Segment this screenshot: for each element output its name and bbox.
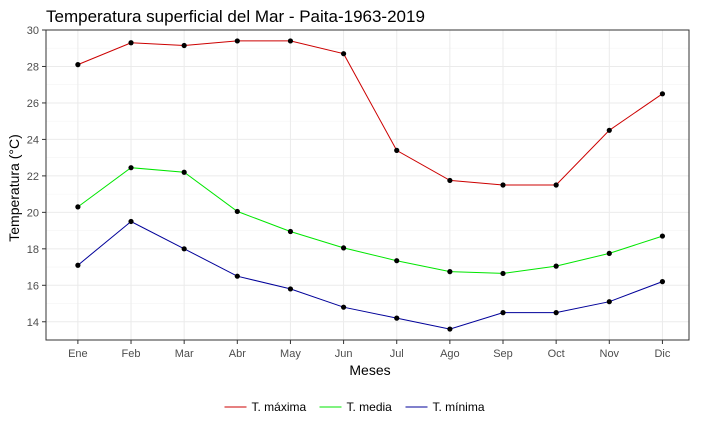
series-line [77, 167, 663, 274]
legend-label: T. media [347, 400, 393, 414]
data-point [659, 91, 666, 97]
data-point [606, 127, 612, 133]
x-axis-title: Meses [349, 362, 390, 378]
x-tick-label: Ene [68, 348, 88, 360]
data-point [340, 245, 347, 251]
legend-item: T. máxima [224, 400, 307, 414]
data-point [181, 169, 187, 175]
plot-panel [45, 29, 690, 341]
series-line [77, 40, 663, 186]
data-point [606, 299, 612, 305]
panel-background [46, 30, 689, 340]
x-tick-label: Nov [600, 348, 620, 360]
x-tick-label: May [280, 348, 301, 360]
data-point [128, 40, 134, 46]
y-tick-label: 28 [27, 61, 39, 73]
x-tick-label: Ago [440, 348, 460, 360]
x-tick-label: Jun [335, 348, 353, 360]
data-point [287, 286, 294, 292]
x-tick-label: Abr [229, 348, 246, 360]
series-points [75, 38, 666, 332]
minor-gridlines [46, 47, 689, 304]
data-point [340, 304, 347, 310]
x-tick-label: Jul [390, 348, 404, 360]
x-tick-label: Sep [493, 348, 513, 360]
y-tick-label: 20 [27, 207, 39, 219]
x-tick-label: Oct [548, 348, 565, 360]
data-point [75, 262, 81, 268]
y-tick-label: 22 [27, 171, 39, 183]
y-tick-label: 14 [27, 317, 39, 329]
data-point [447, 326, 453, 332]
data-point [394, 258, 400, 264]
y-tick-label: 30 [27, 25, 39, 37]
data-point [659, 233, 666, 239]
data-point [287, 228, 294, 235]
y-tick-label: 24 [27, 134, 39, 146]
legend-label: T. mínima [433, 400, 485, 414]
series-line [77, 220, 663, 330]
data-point [447, 269, 453, 275]
x-axis: Ene Feb Mar Abr May Jun Jul Ago Sep Oct Nov Dic [68, 340, 671, 360]
y-axis: 14 16 18 20 22 24 26 28 30 [27, 25, 46, 329]
data-point [553, 263, 559, 269]
x-tick-label: Mar [175, 348, 194, 360]
x-tick-label: Feb [122, 348, 141, 360]
data-point [128, 165, 134, 171]
data-point [500, 270, 506, 277]
series-lines [77, 40, 663, 330]
data-point [394, 147, 400, 153]
data-point [181, 246, 187, 252]
major-gridlines [46, 29, 689, 340]
y-tick-label: 26 [27, 98, 39, 110]
data-point [234, 273, 240, 279]
data-point [500, 310, 506, 316]
data-point [234, 208, 240, 215]
y-tick-label: 16 [27, 280, 39, 292]
data-point [181, 42, 187, 49]
data-point [287, 38, 294, 44]
x-tick-label: Dic [654, 348, 670, 360]
data-point [75, 62, 81, 68]
chart-title: Temperatura superficial del Mar - Paita-… [46, 7, 425, 26]
y-tick-label: 18 [27, 244, 39, 256]
legend: T. máxima T. media T. mínima [224, 400, 485, 414]
data-point [128, 218, 134, 225]
legend-label: T. máxima [252, 400, 307, 414]
data-point [234, 38, 240, 44]
data-point [500, 182, 506, 188]
legend-item: T. media [319, 400, 393, 414]
data-point [340, 51, 347, 57]
data-point [447, 177, 453, 184]
legend-item: T. mínima [405, 400, 485, 414]
data-point [553, 182, 559, 188]
data-point [659, 279, 666, 285]
data-point [394, 315, 400, 321]
panel-border [45, 29, 690, 341]
data-point [553, 310, 559, 316]
y-axis-title: Temperatura (°C) [6, 134, 22, 242]
data-point [75, 204, 81, 210]
data-point [606, 250, 612, 256]
